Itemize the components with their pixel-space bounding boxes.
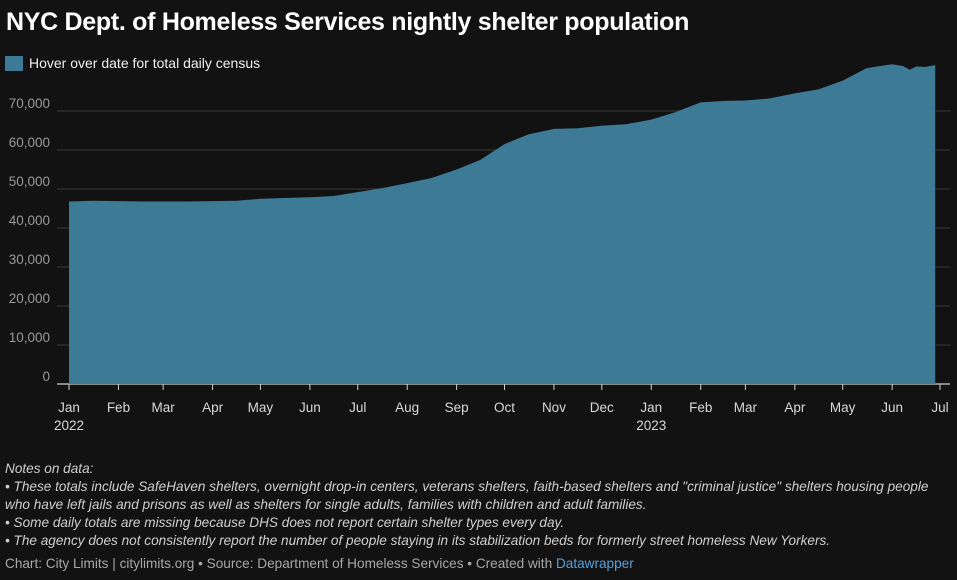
footer: Chart: City Limits | citylimits.org • So… — [5, 556, 634, 571]
x-tick-year-label: 2022 — [54, 418, 84, 433]
census-area[interactable] — [69, 64, 936, 384]
chart-title: NYC Dept. of Homeless Services nightly s… — [6, 8, 690, 36]
x-axis: Jan 2022 Feb Mar Apr May Jun Jul Aug Sep Oct Nov Dec… — [54, 384, 949, 433]
x-tick-label: Nov — [542, 400, 566, 415]
x-tick-label: Jan — [640, 400, 662, 415]
area-chart[interactable]: 0 10,000 20,000 30,000 40,000 50,000 60,000 70,… — [0, 0, 957, 450]
x-tick-label: Jan — [58, 400, 80, 415]
x-tick-label: Apr — [202, 400, 224, 415]
notes: Notes on data: • These totals include Sa… — [5, 460, 955, 550]
notes-heading: Notes on data: — [5, 461, 94, 476]
legend-swatch — [5, 55, 23, 71]
x-tick-label: May — [248, 400, 274, 415]
note-item: • The agency does not consistently repor… — [5, 533, 831, 548]
x-tick-label: Mar — [151, 400, 175, 415]
y-tick-label: 10,000 — [9, 330, 50, 345]
x-tick-label: Feb — [689, 400, 712, 415]
datawrapper-link[interactable]: Datawrapper — [555, 556, 634, 571]
y-tick-label: 20,000 — [9, 291, 50, 306]
x-tick-year-label: 2023 — [636, 418, 666, 433]
y-tick-label: 40,000 — [9, 213, 50, 228]
y-axis: 0 10,000 20,000 30,000 40,000 50,000 60,000 70,… — [9, 96, 50, 384]
y-tick-label: 70,000 — [9, 96, 50, 111]
legend-label: Hover over date for total daily census — [29, 55, 261, 71]
x-tick-label: Oct — [494, 400, 515, 415]
x-tick-label: Apr — [784, 400, 806, 415]
x-tick-label: Jun — [299, 400, 321, 415]
y-tick-label: 0 — [42, 369, 50, 384]
x-tick-label: May — [830, 400, 856, 415]
x-tick-label: Jun — [881, 400, 903, 415]
y-tick-label: 30,000 — [9, 252, 50, 267]
x-tick-label: Mar — [734, 400, 758, 415]
footer-credits: Chart: City Limits | citylimits.org • So… — [5, 556, 556, 571]
x-tick-label: Feb — [107, 400, 130, 415]
y-tick-label: 50,000 — [9, 174, 50, 189]
x-tick-label: Jul — [349, 400, 366, 415]
x-tick-label: Sep — [445, 400, 469, 415]
note-item: • These totals include SafeHaven shelter… — [5, 479, 929, 512]
legend: Hover over date for total daily census — [5, 55, 260, 71]
x-tick-label: Aug — [395, 400, 419, 415]
x-tick-label: Dec — [590, 400, 614, 415]
x-tick-label: Jul — [931, 400, 948, 415]
note-item: • Some daily totals are missing because … — [5, 515, 565, 530]
y-tick-label: 60,000 — [9, 135, 50, 150]
